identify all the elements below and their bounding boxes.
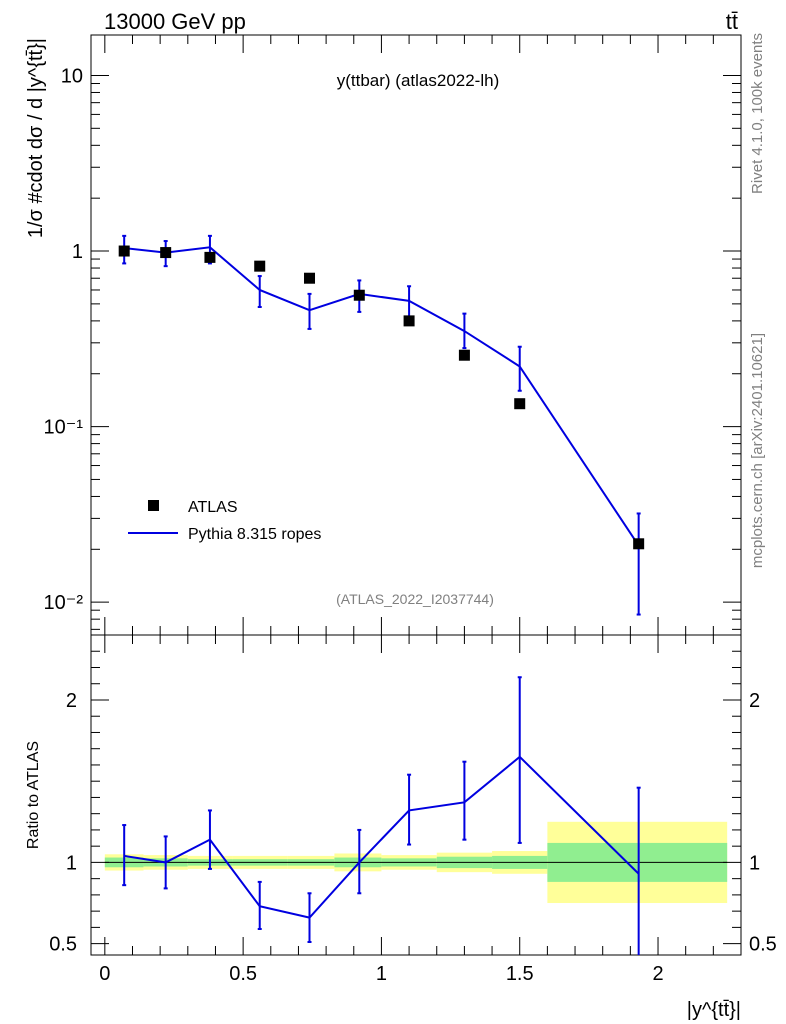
ratio-plot-frame [90, 634, 742, 956]
atlas-data-point [160, 247, 172, 259]
ratio-y-axis-label: Ratio to ATLAS [25, 741, 42, 849]
x-tick-label: 0.5 [229, 963, 257, 985]
atlas-data-point [118, 245, 130, 257]
ratio-y-tick-label: 2 [66, 690, 77, 712]
ratio-mc-line [124, 755, 640, 919]
y-tick-label: 10 [61, 65, 83, 87]
y-tick-label: 1 [72, 241, 83, 263]
ratio-y-tick-label-right: 2 [749, 690, 760, 712]
main-axis-ticks: 10 1 10⁻¹ 10⁻² [44, 35, 742, 635]
atlas-data-point [458, 349, 470, 361]
atlas-data-point [403, 315, 415, 327]
legend-atlas-marker [148, 500, 159, 511]
analysis-watermark: (ATLAS_2022_I2037744) [336, 591, 494, 607]
atlas-data-point [304, 272, 316, 284]
main-series-group [118, 234, 645, 616]
mc-line [124, 246, 640, 547]
atlas-data-point [353, 289, 365, 301]
x-tick-label: 1 [376, 963, 387, 985]
process-label: tt̄ [726, 9, 738, 34]
chart-title: y(ttbar) (atlas2022-lh) [337, 71, 500, 90]
ratio-y-tick-label-right: 1 [749, 852, 760, 874]
x-tick-label: 0 [99, 963, 110, 985]
ratio-y-tick-label: 0.5 [49, 934, 77, 956]
legend-pythia-label: Pythia 8.315 ropes [188, 526, 321, 543]
mcplots-label: mcplots.cern.ch [arXiv:2401.10621] [749, 333, 766, 568]
atlas-data-point [633, 538, 645, 550]
main-y-axis-label: 1/σ #cdot dσ / d |y^{tt̄}| [25, 38, 47, 238]
x-tick-label: 2 [652, 963, 663, 985]
ratio-series-group [122, 676, 641, 955]
atlas-data-point [204, 251, 216, 263]
ratio-y-tick-label: 1 [66, 852, 77, 874]
legend: ATLAS Pythia 8.315 ropes [128, 499, 321, 543]
legend-atlas-label: ATLAS [188, 499, 238, 516]
x-axis-label: |y^{tt̄}| [687, 999, 741, 1021]
atlas-data-point [254, 260, 266, 272]
rivet-label: Rivet 4.1.0, 100k events [749, 33, 766, 194]
y-tick-label: 10⁻¹ [44, 417, 84, 439]
atlas-data-point [514, 398, 526, 410]
ratio-uncertainty-bands [104, 821, 728, 904]
y-tick-label: 10⁻² [44, 592, 84, 614]
x-tick-label: 1.5 [506, 963, 534, 985]
energy-label: 13000 GeV pp [104, 9, 246, 34]
ratio-y-tick-label-right: 0.5 [749, 934, 777, 956]
ratio-axis-ticks: 0.5 0.5 1 1 2 2 0 0.5 1 1.5 2 [49, 635, 777, 985]
